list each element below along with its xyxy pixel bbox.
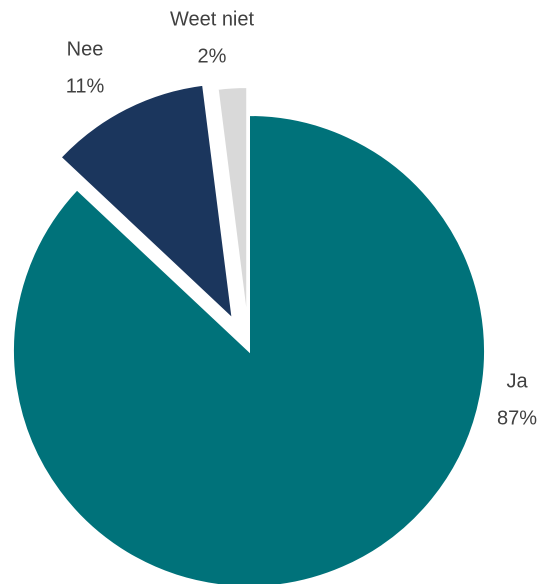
slice-label: Ja bbox=[506, 370, 528, 392]
slice-value-label: 11% bbox=[66, 75, 105, 97]
pie-slice bbox=[59, 83, 234, 322]
pie-slice bbox=[216, 86, 249, 324]
slice-value-label: 87% bbox=[497, 407, 537, 429]
pie-slice bbox=[12, 113, 486, 584]
slice-label: Nee bbox=[67, 38, 104, 60]
slice-value-label: 2% bbox=[198, 45, 227, 67]
slice-label: Weet niet bbox=[170, 8, 255, 30]
